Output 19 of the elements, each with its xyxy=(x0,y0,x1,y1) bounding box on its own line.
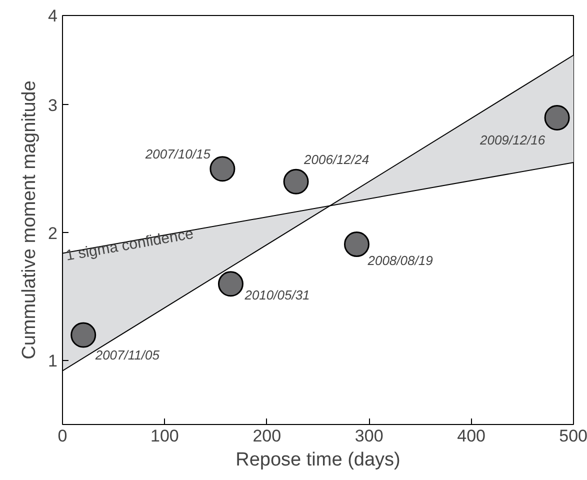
x-axis-title: Repose time (days) xyxy=(236,450,400,470)
x-tick-label: 100 xyxy=(150,426,179,446)
y-tick-label: 1 xyxy=(48,352,58,371)
annotation: 2007/10/15 xyxy=(144,146,212,162)
x-tick-label: 200 xyxy=(252,426,282,446)
x-tick-label: 300 xyxy=(354,426,384,446)
annotation: 2010/05/31 xyxy=(244,287,310,302)
x-tick-label: 500 xyxy=(559,426,587,446)
annotation: 1 sigma confidence xyxy=(64,225,195,264)
y-axis-title: Cummulative moment magnitude xyxy=(19,80,40,360)
x-tick-label: 0 xyxy=(58,426,68,446)
annotation: 2006/12/24 xyxy=(303,152,370,168)
annotation: 2008/08/19 xyxy=(366,252,433,268)
x-tick-label: 400 xyxy=(457,426,486,446)
annotation: 2007/11/05 xyxy=(94,348,160,363)
y-tick-label: 4 xyxy=(48,6,58,26)
annotation: 2009/12/16 xyxy=(478,132,546,148)
y-tick-label: 3 xyxy=(48,96,58,115)
y-tick-label: 2 xyxy=(48,224,58,243)
